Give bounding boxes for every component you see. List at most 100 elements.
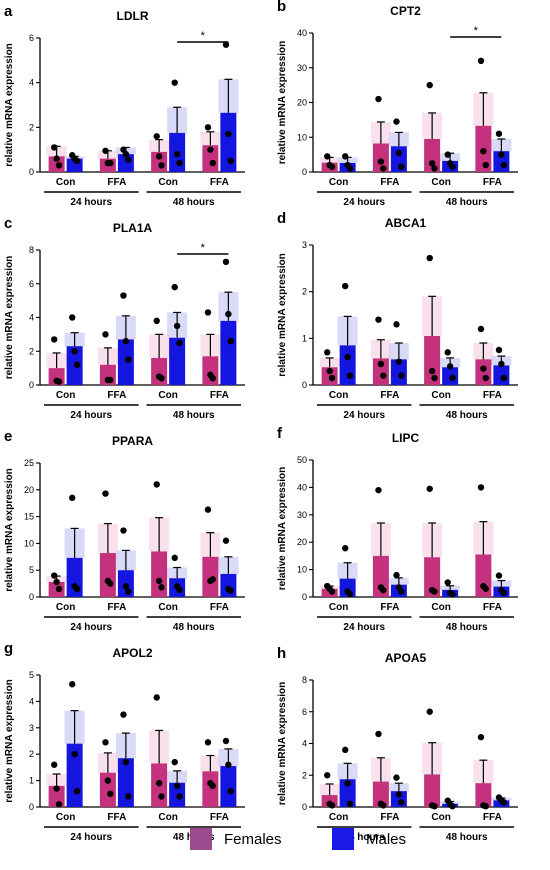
panel-letter: g [4, 640, 13, 657]
group-label: 24 hours [70, 832, 112, 843]
data-point [209, 576, 216, 583]
data-point [155, 577, 163, 585]
data-point [204, 309, 212, 316]
data-point [71, 348, 78, 355]
x-category-label: Con [431, 390, 450, 401]
chart-panel-d: d ABCA1 relative mRNA expression 0 1 2 3 Con FFA… [277, 210, 518, 421]
y-tick-label: 6 [29, 33, 34, 43]
data-point [204, 506, 212, 513]
data-point [393, 774, 400, 781]
data-point [500, 589, 507, 597]
bar-males-0 [66, 557, 83, 597]
data-point [55, 162, 63, 169]
bar-females-1 [372, 781, 389, 807]
y-tick-label: 1 [29, 776, 34, 786]
y-tick-label: 40 [297, 482, 307, 492]
y-tick-label: 15 [24, 512, 34, 522]
group-label: 24 hours [70, 410, 112, 421]
data-point [53, 578, 60, 586]
data-point [495, 130, 503, 137]
y-tick-label: 20 [297, 537, 307, 547]
data-point [500, 161, 507, 169]
data-point [426, 81, 433, 89]
data-point [122, 150, 130, 158]
x-category-label: Con [56, 812, 75, 823]
y-tick-label: 10 [24, 538, 34, 548]
data-point [222, 41, 230, 48]
data-point [73, 361, 81, 368]
data-point [173, 782, 181, 790]
data-point [328, 163, 336, 170]
data-point [342, 746, 349, 754]
bar-females-2 [424, 336, 441, 385]
data-point [377, 158, 385, 165]
data-point [51, 761, 58, 768]
data-point [204, 739, 212, 746]
y-tick-label: 20 [297, 98, 307, 108]
y-axis-label: relative mRNA expression [4, 679, 15, 803]
chart-panel-c: c PLA1A relative mRNA expression 0 2 4 6 8 Con FF… [4, 215, 245, 421]
y-tick-label: 2 [29, 122, 34, 132]
bar-females-2 [424, 774, 441, 807]
data-point [398, 372, 405, 379]
data-point [344, 779, 351, 787]
data-point [225, 761, 232, 768]
x-category-label: Con [431, 177, 450, 188]
group-label: 48 hours [446, 197, 488, 208]
panel-letter: f [277, 425, 283, 442]
chart-title: CPT2 [390, 4, 421, 18]
bar-females-1 [99, 553, 116, 597]
y-tick-label: 8 [29, 245, 34, 255]
data-point [395, 791, 403, 798]
data-point [426, 708, 433, 715]
y-tick-label: 0 [302, 802, 307, 812]
data-point [125, 356, 132, 363]
data-point [51, 336, 58, 343]
data-point [449, 803, 456, 810]
data-point [102, 331, 109, 338]
data-point [380, 586, 387, 594]
data-point [73, 787, 81, 795]
y-tick-label: 30 [297, 510, 307, 520]
legend: Females Males [190, 826, 490, 852]
data-point [158, 162, 165, 169]
y-axis-label: relative mRNA expression [277, 253, 288, 377]
data-point [431, 588, 438, 595]
y-axis-label: relative mRNA expression [277, 41, 288, 165]
data-point [122, 583, 130, 590]
data-point [104, 777, 112, 784]
x-category-label: Con [56, 390, 75, 401]
data-point [222, 537, 230, 544]
data-point [398, 799, 405, 806]
data-point [173, 150, 181, 158]
data-point [477, 733, 485, 741]
bar-males-0 [339, 345, 356, 385]
y-tick-label: 25 [24, 458, 34, 468]
x-category-label: Con [329, 812, 348, 823]
data-point [444, 151, 451, 158]
x-category-label: FFA [380, 602, 399, 613]
x-category-label: Con [329, 177, 348, 188]
data-point [107, 790, 114, 797]
data-point [122, 758, 130, 766]
data-point [431, 803, 438, 810]
data-point [209, 375, 216, 382]
bar-females-3 [202, 556, 219, 597]
legend-label-females: Females [224, 830, 282, 848]
data-point [51, 144, 58, 151]
chart-panel-f: f LIPC relative mRNA expression 0 10 20 30 40 50… [277, 425, 518, 633]
group-label: 24 hours [70, 197, 112, 208]
x-category-label: Con [158, 602, 177, 613]
bar-males-3 [220, 766, 237, 807]
chart-panel-g: g APOL2 relative mRNA expression 0 1 2 3 4 5 Con F… [4, 640, 245, 843]
data-point [71, 751, 78, 758]
data-point [498, 360, 505, 368]
data-point [342, 545, 349, 552]
data-point [398, 163, 405, 170]
data-point [125, 793, 132, 800]
data-point [107, 159, 114, 167]
data-point [482, 374, 489, 382]
data-point [227, 337, 234, 345]
bar-females-1 [99, 772, 116, 807]
bar-males-1 [117, 758, 134, 807]
